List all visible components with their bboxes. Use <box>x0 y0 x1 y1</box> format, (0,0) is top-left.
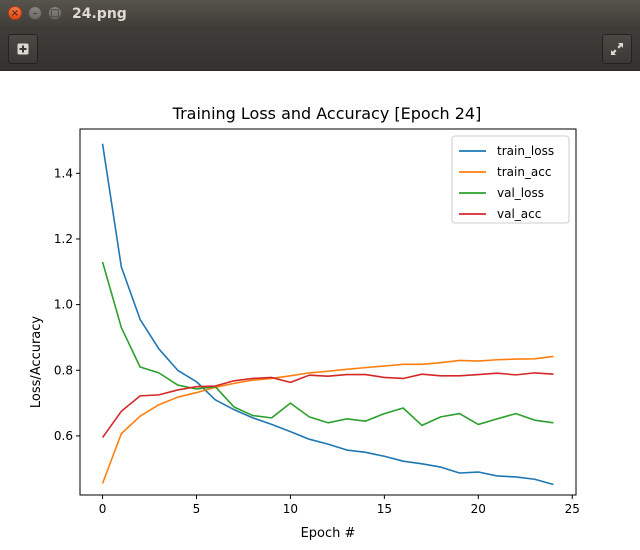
x-tick-label: 20 <box>471 502 486 516</box>
y-tick-label: 0.8 <box>54 363 73 377</box>
x-tick-label: 15 <box>377 502 392 516</box>
legend-label-val_loss: val_loss <box>497 186 544 200</box>
legend-label-train_loss: train_loss <box>497 144 554 158</box>
series-line-train_loss <box>101 143 554 486</box>
window-close-button[interactable]: × <box>8 6 22 20</box>
line-chart: Training Loss and Accuracy [Epoch 24] Ep… <box>0 71 640 550</box>
legend-box <box>451 135 570 224</box>
window-title: 24.png <box>72 6 127 22</box>
window-maximize-button[interactable]: □ <box>48 6 62 20</box>
plot-area: 0 5 10 15 20 25 0.6 0.8 1.0 1.2 1.4 <box>54 143 580 516</box>
add-icon <box>17 43 29 55</box>
series-line-train_acc <box>101 355 554 484</box>
y-tick-label: 1.0 <box>54 298 73 312</box>
x-tick-label: 0 <box>99 502 107 516</box>
series-line-val_loss <box>101 261 554 427</box>
legend-label-train_acc: train_acc <box>497 165 551 179</box>
legend: train_loss train_acc val_loss val_acc <box>451 135 570 224</box>
fullscreen-button[interactable] <box>602 34 632 64</box>
window-titlebar: × – □ 24.png <box>0 0 640 30</box>
y-tick-label: 1.2 <box>54 232 73 246</box>
y-tick-label: 0.6 <box>54 429 73 443</box>
x-tick-label: 25 <box>565 502 580 516</box>
chart-title: Training Loss and Accuracy [Epoch 24] <box>172 104 482 123</box>
window-minimize-button[interactable]: – <box>28 6 42 20</box>
fullscreen-icon <box>611 43 623 55</box>
axes-frame <box>79 128 577 496</box>
x-tick-label: 5 <box>193 502 201 516</box>
series-line-val_acc <box>101 372 554 439</box>
add-button[interactable] <box>8 34 38 64</box>
y-axis-label: Loss/Accuracy <box>29 316 44 409</box>
y-tick-label: 1.4 <box>54 166 73 180</box>
legend-label-val_acc: val_acc <box>497 207 541 221</box>
x-tick-label: 10 <box>283 502 298 516</box>
toolbar <box>0 30 640 71</box>
x-axis-label: Epoch # <box>301 526 356 541</box>
